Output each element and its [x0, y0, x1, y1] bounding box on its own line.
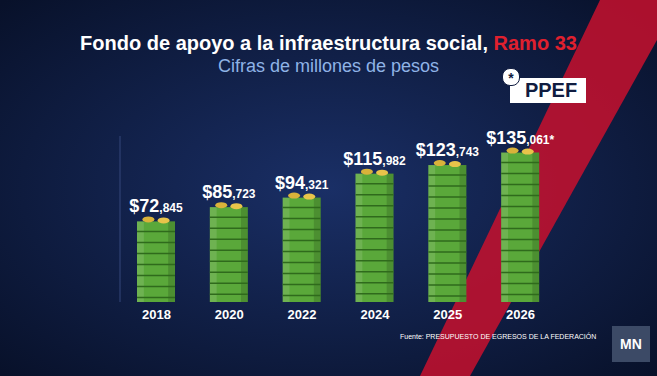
svg-text:$135,061*: $135,061*	[486, 128, 554, 148]
svg-text:2020: 2020	[215, 307, 244, 322]
html-text:Cifras de millones de pesos: Cifras de millones de pesos	[217, 56, 439, 76]
svg-text:$72,845: $72,845	[129, 196, 183, 216]
svg-text:$115,982: $115,982	[343, 149, 406, 169]
svg-text:2018: 2018	[142, 307, 171, 322]
html-text:Fondo de apoyo a la infraestru: Fondo de apoyo a la infraestructura soci…	[80, 32, 577, 54]
svg-text:2026: 2026	[506, 307, 535, 322]
html-text:PPEF: PPEF	[524, 79, 578, 101]
svg-text:$94,321: $94,321	[275, 173, 329, 193]
svg-text:$85,723: $85,723	[202, 182, 256, 202]
html-text:Fuente: PRESUPUESTO DE EGRESOS: Fuente: PRESUPUESTO DE EGRESOS DE LA FED…	[400, 333, 597, 340]
svg-text:2024: 2024	[360, 307, 390, 322]
svg-text:2025: 2025	[433, 307, 462, 322]
html-text:MN: MN	[620, 336, 642, 352]
svg-text:2022: 2022	[288, 307, 317, 322]
svg-text:$123,743: $123,743	[416, 140, 480, 160]
